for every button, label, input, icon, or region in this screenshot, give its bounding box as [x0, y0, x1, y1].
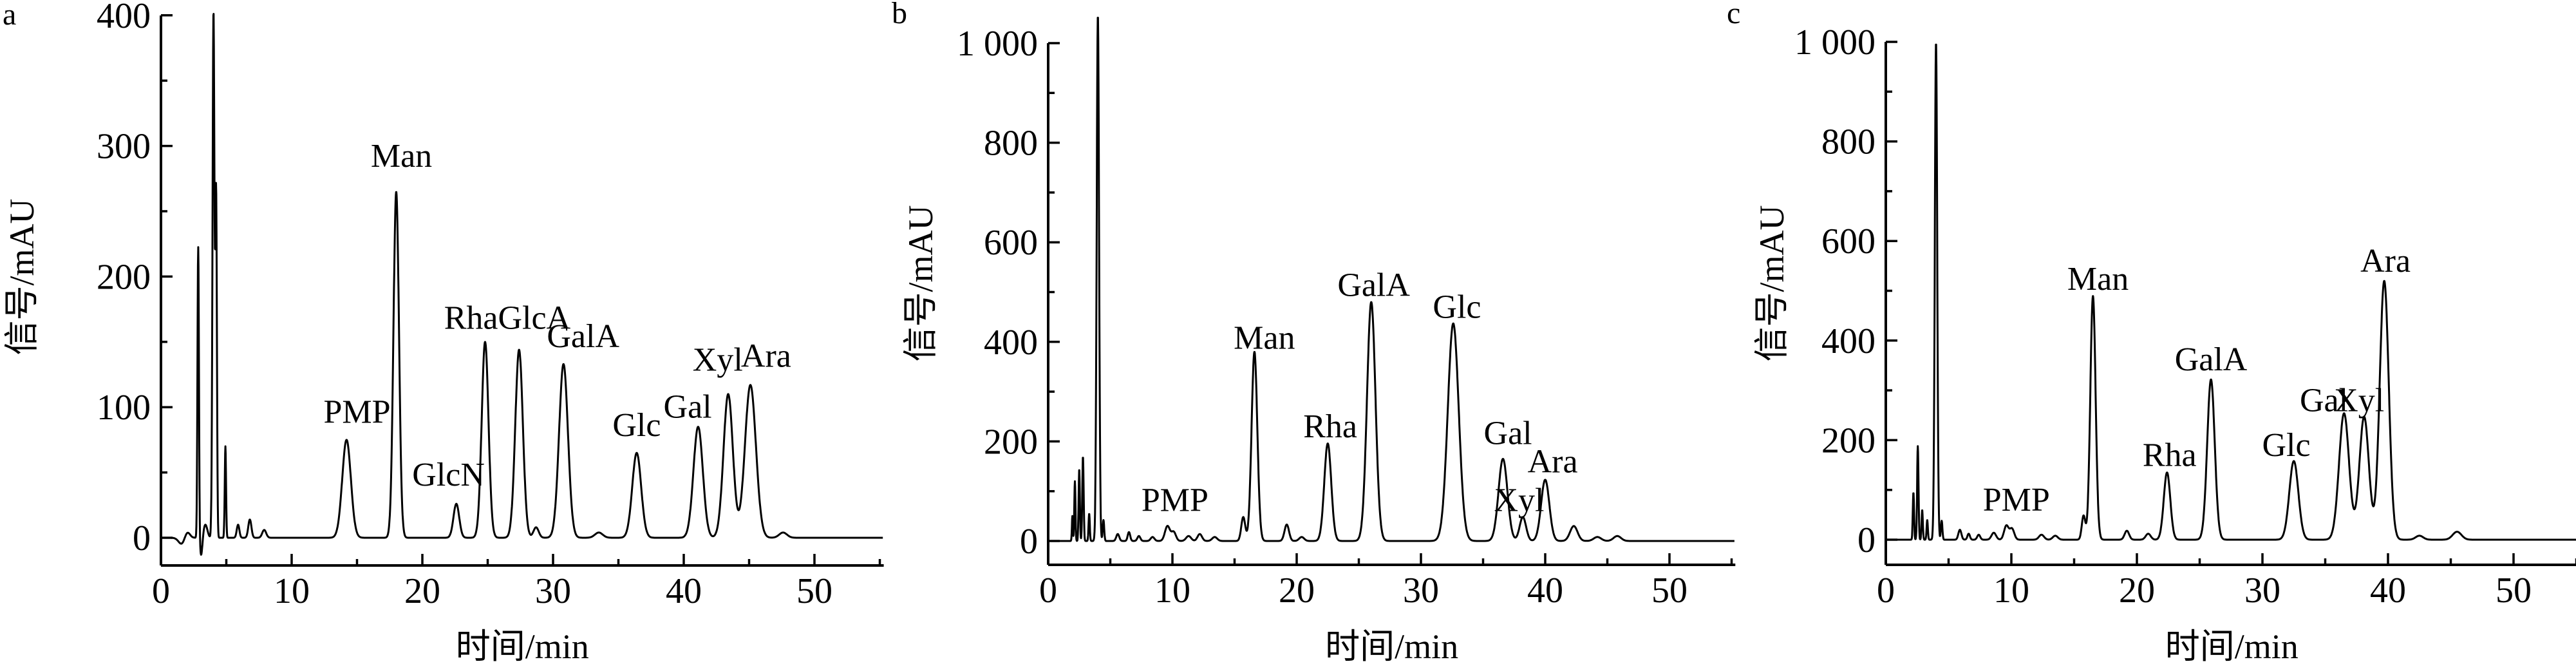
- chromatogram-svg-b: 0 10 20 30 40 50 0 200 400 600 800 1 000 时间/min 信号/mA…: [892, 0, 1736, 664]
- y-tick-label: 0: [1020, 522, 1038, 562]
- x-tick-label: 0: [1877, 571, 1895, 611]
- chromatogram-svg-a: 0 10 20 30 40 50 0 100 200 300 400 时间/min 信号/mAU a PMP…: [3, 0, 884, 664]
- y-axis-title: 信号/mAU: [3, 199, 41, 356]
- peak-label-Ara: Ara: [2360, 243, 2411, 280]
- chromatogram-trace: [1885, 43, 2576, 541]
- x-tick-label: 10: [1154, 571, 1190, 611]
- peak-label-Man: Man: [1234, 320, 1295, 357]
- peak-label-Rha: Rha: [2143, 437, 2197, 474]
- y-tick-label: 1 000: [1794, 23, 1876, 62]
- peak-label-Rha: Rha: [1303, 408, 1357, 445]
- y-tick-label: 400: [97, 0, 151, 36]
- y-tick-label: 100: [97, 388, 151, 428]
- x-tick-label: 10: [1993, 571, 2029, 611]
- y-tick-label: 400: [984, 323, 1038, 363]
- x-tick-label: 50: [2496, 571, 2532, 611]
- y-axis-title: 信号/mAU: [901, 205, 940, 362]
- y-tick-label: 1 000: [957, 24, 1038, 64]
- peak-label-Ara: Ara: [1528, 443, 1578, 480]
- x-tick-label: 50: [796, 571, 832, 611]
- y-tick-label: 400: [1821, 321, 1876, 361]
- y-tick-label: 200: [984, 422, 1038, 462]
- x-tick-label: 50: [1651, 571, 1688, 611]
- peak-label-PMP: PMP: [323, 394, 390, 431]
- panel-letter: c: [1727, 0, 1740, 30]
- y-tick-label: 800: [984, 124, 1038, 164]
- x-tick-label: 0: [1039, 571, 1057, 611]
- peak-label-GalA: GalA: [2175, 341, 2248, 378]
- y-axis-title: 信号/mAU: [1753, 205, 1791, 362]
- peak-label-Gal: Gal: [664, 388, 712, 425]
- x-tick-label: 0: [152, 571, 170, 611]
- y-tick-label: 600: [1821, 222, 1876, 261]
- x-axis-title: 时间/min: [456, 627, 589, 664]
- peak-label-Man: Man: [371, 138, 432, 175]
- y-tick-label: 200: [1821, 421, 1876, 460]
- panel-letter: b: [892, 0, 907, 30]
- chromatogram-svg-c: 0 10 20 30 40 50 0 200 400 600 800 1 000 时间/min 信号/mA…: [1727, 0, 2576, 664]
- axis-ticks: [1885, 41, 2576, 565]
- chromatogram-trace: [160, 13, 884, 556]
- x-axis-title: 时间/min: [1325, 627, 1458, 664]
- peak-label-GlcN: GlcN: [412, 457, 485, 493]
- peak-label-PMP: PMP: [1983, 482, 2050, 518]
- x-tick-label: 40: [1527, 571, 1563, 611]
- peak-label-Gal: Gal: [1484, 415, 1532, 451]
- x-tick-label: 30: [1403, 571, 1439, 611]
- x-tick-label: 30: [535, 571, 571, 611]
- axis-ticks: [160, 14, 881, 565]
- y-tick-label: 0: [1857, 520, 1876, 560]
- y-tick-label: 0: [133, 518, 151, 558]
- panel-letter: a: [3, 0, 16, 32]
- chromatogram-panel-b: 0 10 20 30 40 50 0 200 400 600 800 1 000 时间/min 信号/mA…: [863, 0, 1764, 664]
- peak-label-Man: Man: [2067, 261, 2129, 298]
- peak-label-Glc: Glc: [2262, 427, 2311, 464]
- x-axis-title: 时间/min: [2165, 627, 2299, 664]
- peak-label-Xyl: Xyl: [2334, 383, 2384, 419]
- x-tick-label: 30: [2244, 571, 2280, 611]
- x-tick-label: 40: [666, 571, 702, 611]
- peak-label-Gal: Gal: [2300, 383, 2348, 419]
- peak-label-GalA: GalA: [1337, 267, 1410, 304]
- peak-label-Ara: Ara: [741, 337, 791, 374]
- peak-label-Xyl: Xyl: [1494, 482, 1544, 519]
- x-tick-label: 40: [2370, 571, 2406, 611]
- y-tick-label: 300: [97, 127, 151, 167]
- peak-label-GalA: GalA: [547, 318, 619, 355]
- x-tick-label: 20: [2119, 571, 2155, 611]
- y-tick-label: 800: [1821, 122, 1876, 162]
- y-tick-label: 600: [984, 223, 1038, 263]
- peak-label-RhaGlcA: RhaGlcA: [444, 300, 571, 337]
- peak-label-Xyl: Xyl: [693, 341, 743, 378]
- peak-label-Glc: Glc: [1433, 289, 1481, 326]
- chromatogram-trace: [1048, 17, 1736, 542]
- y-tick-label: 200: [97, 257, 151, 297]
- chromatogram-panel-c: 0 10 20 30 40 50 0 200 400 600 800 1 000 时间/min 信号/mA…: [1725, 0, 2576, 664]
- x-tick-label: 20: [1279, 571, 1315, 611]
- x-tick-label: 10: [274, 571, 310, 611]
- peak-label-PMP: PMP: [1142, 482, 1208, 519]
- chromatogram-panel-a: 0 10 20 30 40 50 0 100 200 300 400 时间/min 信号/mAU a PMP…: [0, 0, 901, 664]
- x-tick-label: 20: [404, 571, 440, 611]
- peak-label-Glc: Glc: [612, 407, 661, 444]
